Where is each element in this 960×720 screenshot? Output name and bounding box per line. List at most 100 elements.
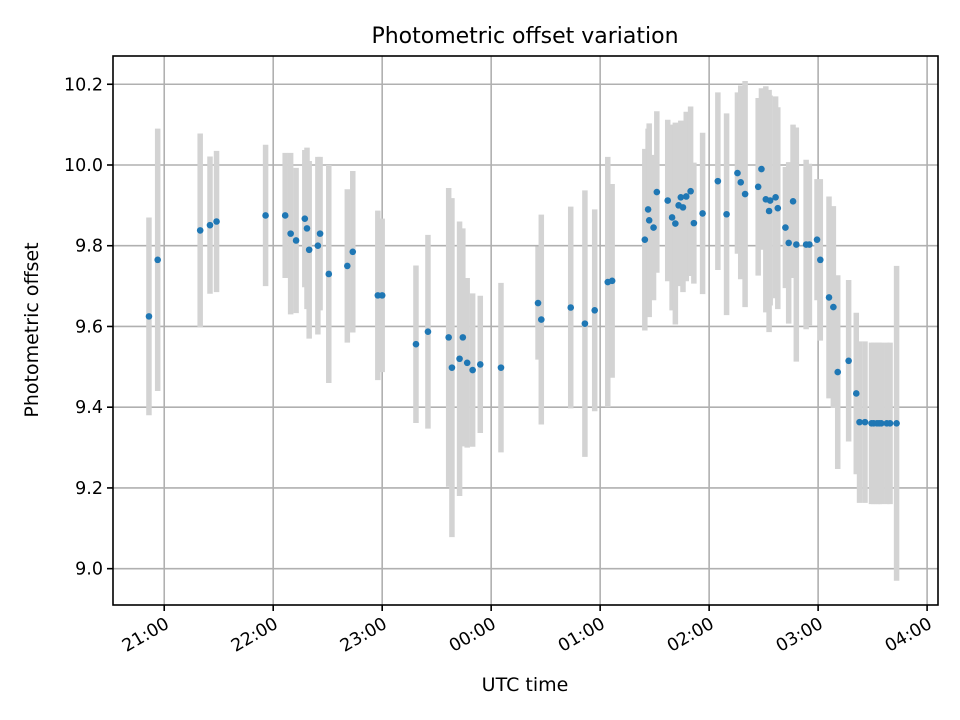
x-tick-label: 23:00 <box>337 614 391 657</box>
data-point <box>316 230 324 237</box>
data-point <box>303 225 311 232</box>
data-point <box>292 237 300 244</box>
data-point <box>653 188 661 196</box>
data-point <box>469 366 476 374</box>
y-axis-label: Photometric offset <box>21 242 43 417</box>
y-tick-label: 9.6 <box>75 317 103 337</box>
data-point <box>766 197 774 204</box>
data-point <box>459 334 467 341</box>
data-point <box>813 236 821 243</box>
x-tick-label: 02:00 <box>664 614 718 657</box>
data-point <box>591 307 599 314</box>
data-points <box>145 165 900 427</box>
data-point <box>476 361 484 368</box>
x-tick-label: 22:00 <box>228 614 282 657</box>
data-point <box>741 190 749 198</box>
data-point <box>816 256 824 264</box>
data-point <box>448 364 456 371</box>
data-point <box>782 224 789 231</box>
data-point <box>463 359 471 367</box>
data-point <box>886 420 894 427</box>
x-tick-label: 04:00 <box>882 614 936 657</box>
data-point <box>196 227 204 234</box>
data-point <box>714 177 722 185</box>
data-point <box>644 206 652 213</box>
data-point <box>825 294 833 301</box>
data-point <box>672 220 679 227</box>
data-point <box>581 320 589 327</box>
data-point <box>774 204 782 212</box>
data-point <box>641 236 649 243</box>
data-point <box>793 241 800 248</box>
data-point <box>456 355 463 363</box>
data-point <box>765 207 773 215</box>
data-point <box>834 368 842 376</box>
x-tick-label: 00:00 <box>446 614 500 657</box>
data-point <box>445 334 452 341</box>
data-point <box>424 328 432 336</box>
data-point <box>785 239 792 247</box>
data-point <box>145 313 153 320</box>
data-point <box>325 270 333 278</box>
data-point <box>679 204 687 211</box>
x-axis-label: UTC time <box>482 674 569 696</box>
y-tick-label: 10.2 <box>64 75 103 95</box>
data-point <box>650 224 657 231</box>
data-point <box>758 165 765 173</box>
data-point <box>567 304 575 311</box>
data-point <box>845 357 852 365</box>
y-tick-label: 9.2 <box>75 479 103 499</box>
data-point <box>737 179 745 186</box>
data-point <box>349 248 357 256</box>
y-tick-label: 9.4 <box>75 398 103 418</box>
data-point <box>262 212 269 219</box>
data-point <box>682 193 690 200</box>
data-point <box>538 316 545 323</box>
data-point <box>664 197 672 204</box>
error-bars <box>146 81 900 581</box>
data-point <box>206 221 214 229</box>
data-point <box>378 292 386 299</box>
data-point <box>699 210 706 217</box>
data-point <box>344 262 351 270</box>
data-point <box>154 256 161 264</box>
data-point <box>213 218 220 225</box>
data-point <box>723 210 730 218</box>
data-point <box>772 193 779 201</box>
data-point <box>852 390 860 397</box>
data-point <box>893 420 900 427</box>
data-point <box>412 340 420 348</box>
data-point <box>754 183 762 191</box>
data-point <box>668 214 676 221</box>
plot-frame <box>112 55 939 606</box>
chart-title: Photometric offset variation <box>371 24 678 49</box>
data-point <box>690 219 698 227</box>
data-point <box>687 187 694 195</box>
data-point <box>806 241 813 248</box>
data-point <box>830 303 837 311</box>
data-point <box>608 277 616 285</box>
data-point <box>856 418 863 426</box>
data-point <box>534 299 542 307</box>
y-tick-label: 9.0 <box>75 560 103 580</box>
data-point <box>861 418 869 426</box>
data-point <box>314 242 322 250</box>
data-point <box>677 193 685 201</box>
data-point <box>281 212 289 219</box>
data-point <box>878 420 885 427</box>
data-point <box>305 246 313 254</box>
x-tick-label: 01:00 <box>555 614 609 657</box>
y-tick-label: 10.0 <box>64 156 103 176</box>
grid <box>113 56 938 605</box>
x-tick-label: 03:00 <box>773 614 827 657</box>
data-point <box>789 198 797 205</box>
data-point <box>287 230 294 237</box>
y-tick-label: 9.8 <box>75 237 103 257</box>
x-tick-label: 21:00 <box>119 614 173 657</box>
data-point <box>301 215 309 222</box>
data-point <box>497 364 505 371</box>
data-point <box>734 169 741 177</box>
data-point <box>645 216 653 224</box>
